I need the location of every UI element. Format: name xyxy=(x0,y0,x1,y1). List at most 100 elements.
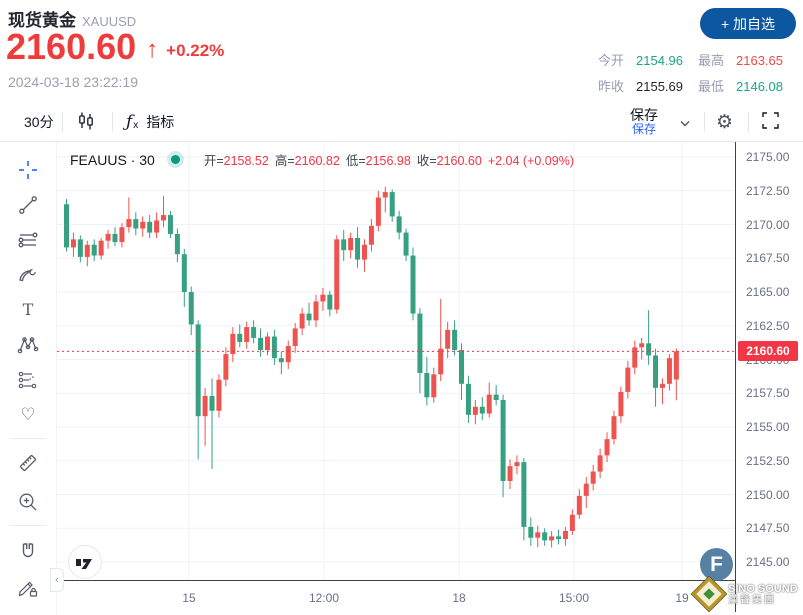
toolbar-divider xyxy=(704,112,705,132)
chevron-down-icon xyxy=(680,114,690,130)
tool-forecast[interactable] xyxy=(11,365,45,395)
stat-prev-close-value: 2155.69 xyxy=(636,79,684,94)
drawing-toolbar: T ♡ xyxy=(0,142,57,615)
brand-name-en: SINO SOUND xyxy=(728,583,798,595)
time-axis[interactable]: 15 12:00 18 15:00 19 xyxy=(0,581,803,615)
time-tick: 18 xyxy=(452,591,466,605)
price-tick: 2145.00 xyxy=(746,555,790,569)
stat-prev-close: 昨收 2155.69 xyxy=(598,76,683,95)
tool-text[interactable]: T xyxy=(11,295,45,325)
stat-high: 最高 2163.65 xyxy=(698,50,783,69)
price-tick: 2150.00 xyxy=(746,487,790,502)
quote-header: 现货黄金 XAUUSD 2160.60 ↑ +0.22% 2024-03-18 2… xyxy=(0,0,803,103)
fullscreen-button[interactable] xyxy=(762,103,779,141)
interval-selector[interactable]: 30分 xyxy=(24,114,54,130)
time-tick: 12:00 xyxy=(308,591,340,605)
current-price-tag: 2160.60 xyxy=(738,341,798,362)
stat-low-label: 最低 xyxy=(698,79,725,94)
ohlc-close-value: 2160.60 xyxy=(436,154,482,168)
ohlc-high-value: 2160.82 xyxy=(294,154,340,168)
magnet-icon xyxy=(22,543,34,558)
ohlc-low-label: 低= xyxy=(345,154,366,168)
time-tick: 15 xyxy=(182,591,196,605)
brand-name-cn: 漢聲集團 xyxy=(728,595,776,606)
gear-icon: ⚙ xyxy=(716,111,734,133)
tool-emoji[interactable]: ♡ xyxy=(11,400,45,430)
tools-divider xyxy=(10,525,46,526)
ruler-icon xyxy=(19,454,37,472)
fx-icon: ƒ xyxy=(126,112,133,132)
chevron-left-icon: ‹ xyxy=(55,574,59,586)
instrument-symbol: XAUUSD xyxy=(82,14,137,29)
chart-style-button[interactable] xyxy=(76,103,96,141)
price-tick: 2172.50 xyxy=(746,183,790,198)
save-label: 保存 xyxy=(630,107,658,123)
tool-brush[interactable] xyxy=(11,260,45,290)
tool-fib-lines[interactable] xyxy=(11,225,45,255)
price-tick: 2167.50 xyxy=(746,251,790,266)
stat-low: 最低 2146.08 xyxy=(698,76,783,95)
price-tick: 2147.50 xyxy=(746,521,790,536)
tool-trend-line[interactable] xyxy=(11,190,45,220)
save-tooltip: 保存 xyxy=(631,122,656,136)
time-axis-border xyxy=(55,580,735,581)
save-button[interactable]: 保存 保存 xyxy=(630,103,658,141)
instrument-title: 现货黄金 XAUUSD xyxy=(8,6,136,31)
text-icon: T xyxy=(23,300,34,319)
stat-open-label: 今开 xyxy=(598,53,625,68)
instrument-name: 现货黄金 xyxy=(8,11,76,30)
settings-button[interactable]: ⚙ xyxy=(716,103,733,141)
zoom-in-icon xyxy=(19,493,37,511)
tool-xabcd-pattern[interactable] xyxy=(11,330,45,360)
stat-open-value: 2154.96 xyxy=(636,53,684,68)
price-row: 2160.60 ↑ +0.22% xyxy=(6,26,224,68)
ohlc-high-label: 高= xyxy=(274,154,295,168)
price-tick: 2175.00 xyxy=(746,150,790,164)
stat-open: 今开 2154.96 xyxy=(598,50,683,69)
price-tick: 2152.50 xyxy=(746,453,790,468)
price-tick: 2155.00 xyxy=(746,420,790,434)
legend-symbol: FEAUUS · 30 xyxy=(70,151,155,168)
chart-legend: FEAUUS · 30 开=2158.52 高=2160.82 低=2156.98 收… xyxy=(70,150,574,169)
market-status-dot xyxy=(170,155,180,164)
tradingview-glyph xyxy=(76,558,92,569)
tool-zoom-in[interactable] xyxy=(11,487,45,517)
tool-draw-lock[interactable] xyxy=(11,572,45,602)
legend-ohlc: 开=2158.52 高=2160.82 低=2156.98 收=2160.60 +2.0… xyxy=(204,150,574,169)
stat-low-value: 2146.08 xyxy=(736,79,784,94)
chart-pane[interactable]: FEAUUS · 30 开=2158.52 高=2160.82 低=2156.98 收… xyxy=(57,142,735,580)
tool-magnet[interactable] xyxy=(11,536,45,566)
fullscreen-icon xyxy=(762,112,779,132)
price-tick: 2170.00 xyxy=(746,217,790,232)
tool-crosshair[interactable] xyxy=(11,155,45,185)
ohlc-open-label: 开= xyxy=(203,154,224,168)
indicators-button[interactable]: ƒ x 指标 xyxy=(126,103,174,141)
fx-sub: x xyxy=(133,119,139,131)
chart-region: T ♡ xyxy=(0,142,803,615)
pencil-lock-icon xyxy=(18,581,38,597)
toolbar-divider xyxy=(112,112,113,132)
f-watermark-logo: F xyxy=(700,548,733,581)
crosshair-icon xyxy=(19,161,37,179)
tool-ruler[interactable] xyxy=(11,448,45,478)
tools-divider xyxy=(10,438,46,439)
price-axis[interactable]: 2175.00 2172.50 2170.00 2167.50 2165.00 2162.… xyxy=(736,142,803,580)
heart-icon: ♡ xyxy=(20,405,36,424)
ohlc-low-value: 2156.98 xyxy=(365,154,411,168)
add-watchlist-button[interactable]: + 加自选 xyxy=(700,8,796,39)
indicators-label: 指标 xyxy=(146,114,175,130)
tradingview-logo[interactable] xyxy=(68,545,102,579)
price-axis-border xyxy=(735,142,736,612)
time-tick: 15:00 xyxy=(558,591,590,605)
ohlc-change: +2.04 (+0.09%) xyxy=(487,154,574,168)
save-menu-chevron[interactable] xyxy=(680,103,690,141)
time-tick: 19 xyxy=(675,591,689,605)
candlestick-icon xyxy=(76,111,96,134)
stat-high-value: 2163.65 xyxy=(736,53,784,68)
brush-icon xyxy=(19,268,36,282)
chart-toolbar: 30分 ƒ x 指标 保存 保存 ⚙ xyxy=(0,103,803,142)
fib-lines-icon xyxy=(18,232,38,248)
collapse-toolbar-button[interactable]: ‹ xyxy=(50,568,64,592)
quote-timestamp: 2024-03-18 23:22:19 xyxy=(8,74,138,90)
